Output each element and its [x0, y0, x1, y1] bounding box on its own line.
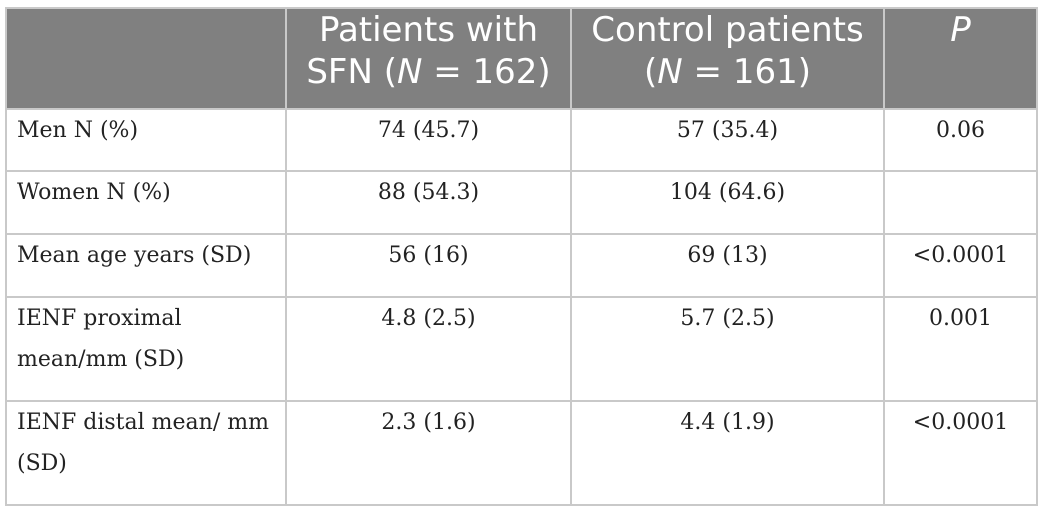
p-value: <0.0001 [883, 400, 1038, 506]
p-value [883, 170, 1038, 235]
control-value: 69 (13) [570, 233, 885, 298]
p-value: 0.06 [883, 108, 1038, 172]
table-row: Women N (%) 88 (54.3) 104 (64.6) [5, 170, 1038, 235]
data-table: Patients with SFN (N = 162) Control pati… [5, 7, 1038, 506]
row-label: IENF distal mean/ mm (SD) [5, 400, 287, 506]
control-value: 104 (64.6) [570, 170, 885, 235]
table-row: Mean age years (SD) 56 (16) 69 (13) <0.0… [5, 233, 1038, 298]
table-row: IENF distal mean/ mm (SD) 2.3 (1.6) 4.4 … [5, 400, 1038, 506]
header-control-n: N [657, 52, 683, 92]
header-p-value: P [883, 7, 1038, 110]
header-sfn-patients: Patients with SFN (N = 162) [285, 7, 572, 110]
sfn-value: 56 (16) [285, 233, 572, 298]
table-row: IENF proximal mean/mm (SD) 4.8 (2.5) 5.7… [5, 296, 1038, 402]
p-value: 0.001 [883, 296, 1038, 402]
row-label: IENF proximal mean/mm (SD) [5, 296, 287, 402]
header-control-line2-pre: ( [644, 52, 658, 92]
row-label: Women N (%) [5, 170, 287, 235]
header-sfn-line1: Patients with [318, 10, 539, 50]
sfn-value: 88 (54.3) [285, 170, 572, 235]
sfn-value: 74 (45.7) [285, 108, 572, 172]
p-value: <0.0001 [883, 233, 1038, 298]
control-value: 57 (35.4) [570, 108, 885, 172]
table-body: Men N (%) 74 (45.7) 57 (35.4) 0.06 Women… [5, 108, 1038, 506]
table-row: Men N (%) 74 (45.7) 57 (35.4) 0.06 [5, 108, 1038, 172]
header-p-label: P [950, 10, 971, 50]
table-header: Patients with SFN (N = 162) Control pati… [5, 7, 1038, 110]
sfn-value: 2.3 (1.6) [285, 400, 572, 506]
header-sfn-line2-post: = 162) [422, 52, 551, 92]
sfn-value: 4.8 (2.5) [285, 296, 572, 402]
header-sfn-line2-pre: SFN ( [306, 52, 397, 92]
header-sfn-n: N [396, 52, 423, 92]
row-label: Men N (%) [5, 108, 287, 172]
header-control-patients: Control patients (N = 161) [570, 7, 885, 110]
header-control-line2-post: = 161) [682, 52, 811, 92]
header-control-line1: Control patients [591, 10, 864, 50]
row-label: Mean age years (SD) [5, 233, 287, 298]
control-value: 4.4 (1.9) [570, 400, 885, 506]
header-row: Patients with SFN (N = 162) Control pati… [5, 7, 1038, 110]
header-empty-cell [5, 7, 287, 110]
control-value: 5.7 (2.5) [570, 296, 885, 402]
